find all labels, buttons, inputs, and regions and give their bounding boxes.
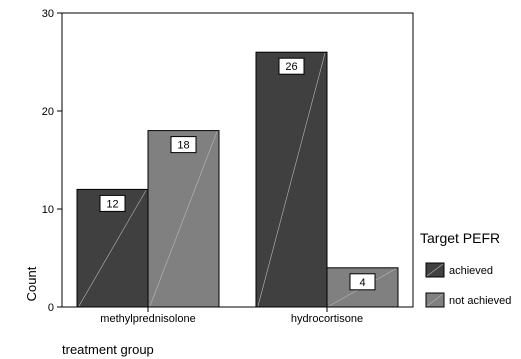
y-tick-label: 20 (42, 106, 54, 118)
data-label: 18 (177, 140, 189, 152)
data-label: 12 (106, 198, 118, 210)
data-label-box (349, 273, 376, 291)
bars: 12 18 26 4 (76, 51, 399, 308)
bar-pattern-line (149, 131, 218, 307)
bar-pattern-line (257, 53, 326, 307)
plot-frame (61, 12, 414, 308)
legend-swatch-pattern (426, 293, 444, 307)
bar-pattern-line (78, 190, 147, 307)
y-axis: 0 10 20 30 (42, 8, 62, 314)
y-tick-label: 10 (42, 204, 54, 216)
legend-swatch-pattern (426, 263, 444, 277)
y-axis-label: Count (24, 266, 39, 301)
legend-label: not achieved (449, 295, 511, 307)
x-tick-label: methylprednisolone (100, 313, 195, 325)
y-tick-label: 0 (48, 302, 54, 314)
data-label-box (99, 194, 126, 212)
legend-items: achieved not achieved (425, 262, 511, 308)
data-label-box (170, 136, 197, 154)
data-label: 26 (285, 61, 297, 73)
legend: Target PEFR achieved not achieved (420, 230, 511, 308)
legend-title: Target PEFR (420, 230, 500, 246)
x-tick-label: hydrocortisone (291, 313, 363, 325)
y-tick-label: 30 (42, 8, 54, 20)
data-label: 4 (359, 277, 365, 289)
legend-label: achieved (449, 265, 493, 277)
data-label-box (278, 57, 305, 75)
x-axis: methylprednisolone hydrocortisone (100, 307, 363, 325)
x-axis-label: treatment group (62, 342, 154, 357)
